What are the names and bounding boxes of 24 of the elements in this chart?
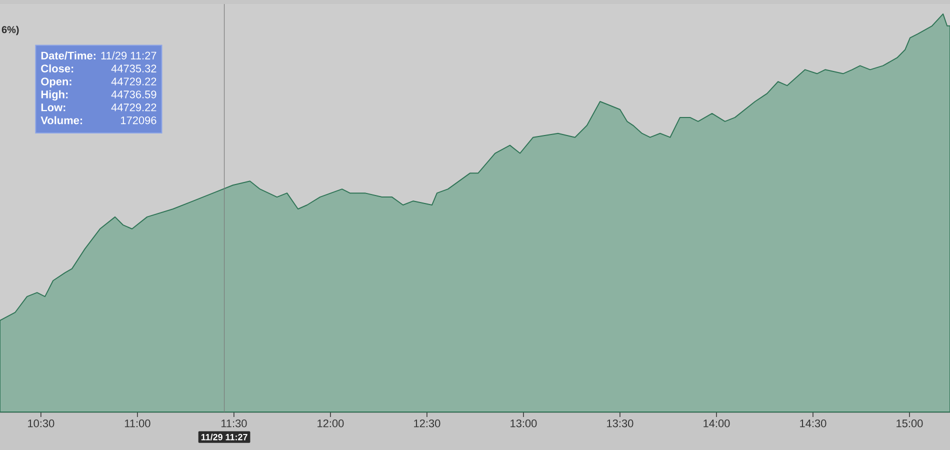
ref-line-label: 11/29 11:27 (201, 434, 248, 440)
x-tick-label: 13:30 (607, 420, 634, 428)
annotation: 44729.22 (111, 78, 156, 86)
annotation: 44729.22 (111, 104, 156, 112)
annotation: 172096 (121, 116, 156, 124)
x-tick-label: 13:00 (510, 420, 537, 428)
annotation: Date/Time: (41, 51, 96, 60)
annotation: 6%) (2, 26, 19, 36)
x-tick-label: 12:00 (318, 420, 344, 428)
annotation: Close: (41, 64, 74, 72)
x-tick-label: 11:00 (124, 420, 150, 428)
x-tick-label: 12:30 (414, 420, 440, 428)
x-tick-label: 14:00 (704, 420, 730, 428)
annotation: 44735.32 (111, 64, 156, 72)
annotation: Open: (41, 78, 72, 88)
x-tick-label: 15:00 (896, 420, 923, 428)
x-tick-label: 14:30 (800, 420, 826, 428)
x-tick-label: 11:30 (221, 420, 247, 428)
annotation: Low: (41, 104, 66, 112)
annotation: Volume: (40, 116, 82, 124)
annotation: High: (41, 90, 68, 101)
x-tick-label: 10:30 (28, 420, 54, 428)
annotation: 11/29 11:27 (101, 51, 156, 60)
annotation: 44736.59 (111, 90, 156, 98)
